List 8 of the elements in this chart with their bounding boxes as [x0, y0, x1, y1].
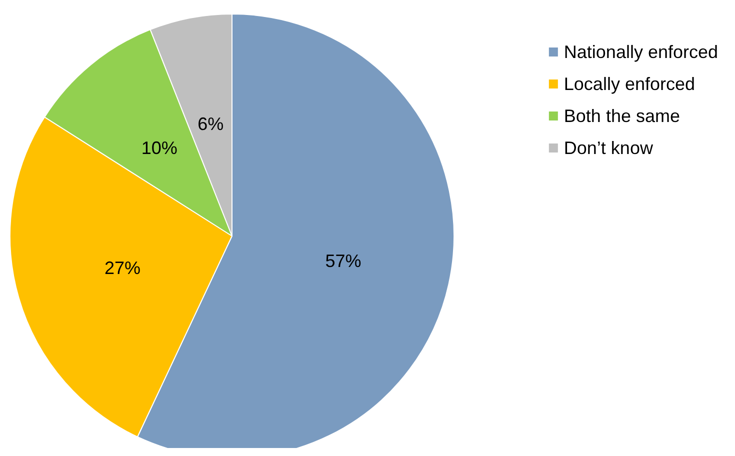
- legend-label: Locally enforced: [564, 74, 696, 94]
- legend-label: Both the same: [564, 106, 680, 126]
- data-label: 10%: [141, 138, 178, 158]
- legend-label: Nationally enforced: [564, 42, 718, 62]
- data-label: 27%: [104, 258, 141, 278]
- legend-label: Don’t know: [564, 138, 654, 158]
- data-label: 6%: [198, 114, 224, 134]
- data-label: 57%: [325, 250, 362, 271]
